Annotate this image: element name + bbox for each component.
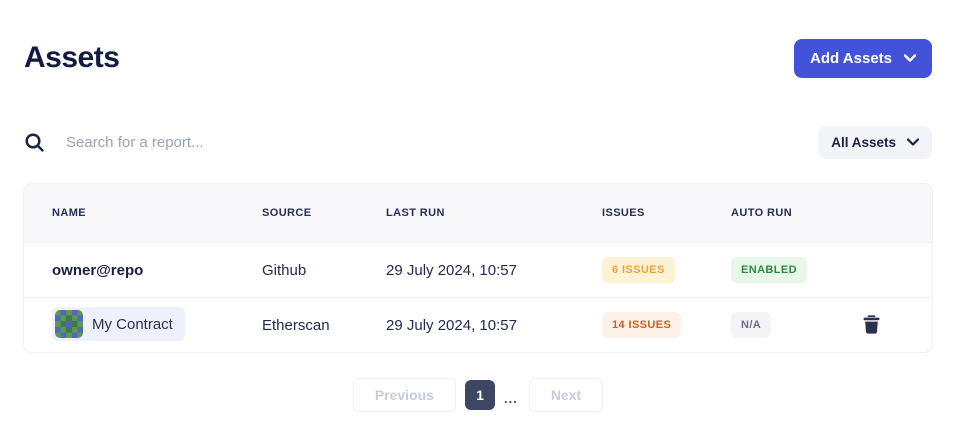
assets-table: NAME SOURCE LAST RUN ISSUES AUTO RUN own… bbox=[24, 184, 932, 352]
table-row[interactable]: owner@repo Github 29 July 2024, 10:57 6 … bbox=[24, 242, 932, 297]
trash-icon bbox=[863, 315, 880, 334]
search-bar bbox=[24, 132, 386, 153]
asset-last-run: 29 July 2024, 10:57 bbox=[386, 316, 517, 334]
asset-last-run: 29 July 2024, 10:57 bbox=[386, 261, 517, 279]
page-header: Assets Add Assets bbox=[24, 34, 932, 82]
pagination-ellipsis: ... bbox=[503, 390, 518, 406]
asset-source: Github bbox=[262, 261, 307, 279]
column-header-last-run: LAST RUN bbox=[386, 207, 445, 219]
table-row[interactable]: My Contract Etherscan 29 July 2024, 10:5… bbox=[24, 297, 932, 352]
auto-run-badge: ENABLED bbox=[731, 257, 807, 283]
search-icon bbox=[24, 132, 45, 153]
asset-filter-label: All Assets bbox=[831, 134, 896, 150]
add-assets-label: Add Assets bbox=[810, 49, 892, 67]
column-header-source: SOURCE bbox=[262, 207, 312, 219]
asset-name: My Contract bbox=[92, 315, 173, 333]
asset-source: Etherscan bbox=[262, 316, 330, 334]
pagination: Previous 1 ... Next bbox=[24, 378, 932, 412]
asset-name-pill: My Contract bbox=[52, 307, 185, 341]
page-1-button[interactable]: 1 bbox=[464, 380, 495, 410]
column-header-auto-run: AUTO RUN bbox=[731, 207, 793, 219]
column-header-name: NAME bbox=[52, 207, 86, 219]
delete-asset-button[interactable] bbox=[859, 311, 884, 338]
add-assets-button[interactable]: Add Assets bbox=[794, 38, 932, 78]
asset-filter-dropdown[interactable]: All Assets bbox=[818, 125, 932, 159]
next-page-button[interactable]: Next bbox=[528, 378, 604, 412]
previous-page-button[interactable]: Previous bbox=[352, 378, 456, 412]
page-title: Assets bbox=[24, 41, 120, 74]
issues-badge: 6 ISSUES bbox=[602, 257, 675, 283]
issues-badge: 14 ISSUES bbox=[602, 312, 682, 338]
blockies-avatar bbox=[55, 310, 83, 338]
table-header-row: NAME SOURCE LAST RUN ISSUES AUTO RUN bbox=[24, 184, 932, 242]
search-input[interactable] bbox=[66, 133, 386, 151]
auto-run-badge: N/A bbox=[731, 312, 772, 338]
toolbar: All Assets bbox=[24, 120, 932, 164]
column-header-issues: ISSUES bbox=[602, 207, 645, 219]
chevron-down-icon bbox=[907, 138, 919, 146]
chevron-down-icon bbox=[904, 54, 916, 62]
asset-name: owner@repo bbox=[52, 261, 144, 279]
